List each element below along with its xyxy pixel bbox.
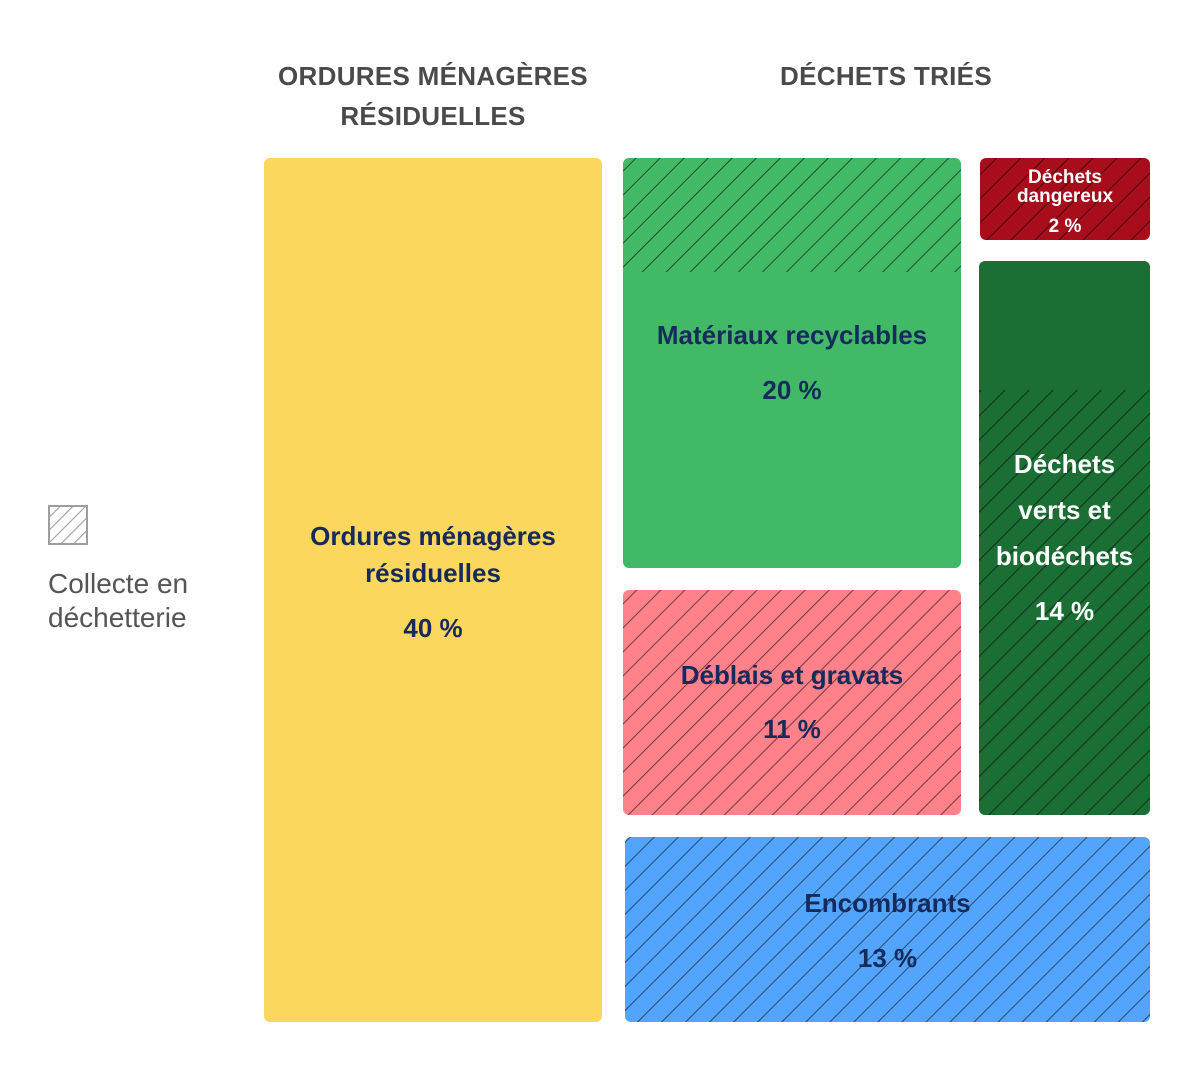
tile-label-ordures-menageres-residuelles: Ordures ménagères résiduelles [310, 521, 556, 588]
legend: Collecte en déchetterie [48, 505, 248, 635]
tile-encombrants: Encombrants 13 % [625, 837, 1150, 1022]
tile-ordures-menageres-residuelles: Ordures ménagères résiduelles 40 % [264, 158, 602, 1022]
legend-label: Collecte en déchetterie [48, 568, 189, 633]
tile-value-dechets-dangereux: 2 % [1049, 216, 1082, 237]
hatch-overlay-deblais-et-gravats [623, 590, 961, 815]
hatch-overlay-dechets-dangereux [980, 158, 1150, 240]
tile-rect-ordures-menageres-residuelles [264, 158, 602, 1022]
header-dechets-tries: DÉCHETS TRIÉS [780, 61, 992, 91]
hatch-overlay-dechets-verts-et-biodechets [979, 390, 1150, 815]
hatch-swatch-icon [48, 505, 88, 545]
tile-dechets-dangereux: Déchets dangereux 2 % [980, 158, 1150, 240]
hatch-overlay-materiaux-recyclables [623, 158, 961, 272]
header-omr: ORDURES MÉNAGÈRES RÉSIDUELLES [278, 61, 588, 131]
tile-value-ordures-menageres-residuelles: 40 % [403, 613, 462, 643]
hatch-overlay-encombrants [625, 837, 1150, 1022]
tile-value-deblais-et-gravats: 11 % [763, 714, 821, 744]
tile-label-deblais-et-gravats: Déblais et gravats [681, 660, 904, 690]
tile-label-encombrants: Encombrants [804, 888, 970, 918]
tile-label-dechets-dangereux: Déchets dangereux [1017, 167, 1114, 207]
tile-deblais-et-gravats: Déblais et gravats 11 % [623, 590, 961, 815]
tile-label-materiaux-recyclables: Matériaux recyclables [657, 320, 927, 350]
tile-value-dechets-verts-et-biodechets: 14 % [1035, 596, 1094, 626]
tile-dechets-verts-et-biodechets: Déchets verts et biodéchets 14 % [979, 261, 1150, 815]
tile-value-encombrants: 13 % [858, 943, 917, 973]
tile-value-materiaux-recyclables: 20 % [762, 375, 821, 405]
tile-materiaux-recyclables: Matériaux recyclables 20 % [623, 158, 961, 568]
tile-label-dechets-verts-et-biodechets: Déchets verts et biodéchets [996, 449, 1133, 571]
